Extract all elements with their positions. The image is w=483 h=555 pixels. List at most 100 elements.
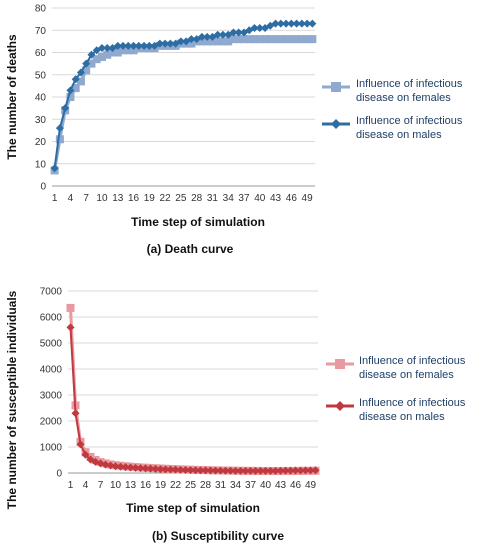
plot-area bbox=[68, 291, 318, 473]
data-point bbox=[101, 460, 110, 469]
data-point bbox=[282, 35, 291, 44]
data-point bbox=[92, 55, 101, 64]
grid-lines bbox=[52, 7, 315, 165]
y-tick-labels: 0 10 20 30 40 50 60 70 80 bbox=[35, 4, 47, 193]
data-point bbox=[66, 303, 75, 312]
data-point bbox=[311, 466, 320, 475]
data-point bbox=[224, 37, 233, 46]
data-point bbox=[251, 466, 260, 475]
y-tick-label: 30 bbox=[35, 115, 47, 126]
data-point bbox=[146, 464, 155, 473]
death-chart: 0 10 20 30 40 50 60 70 80 1 4 7 10 13 16 19 22 25 28 31 34 3… bbox=[5, 4, 463, 257]
y-tick-label: 2000 bbox=[40, 417, 63, 428]
x-tick-label: 46 bbox=[286, 193, 298, 204]
data-point bbox=[131, 463, 140, 472]
data-point bbox=[250, 24, 259, 33]
data-point bbox=[218, 30, 227, 39]
x-tick-label: 40 bbox=[260, 480, 272, 491]
data-point bbox=[103, 50, 112, 59]
data-point bbox=[187, 35, 196, 44]
x-tick-label: 22 bbox=[170, 480, 182, 491]
data-point bbox=[286, 466, 295, 475]
data-point bbox=[245, 35, 254, 44]
data-point bbox=[297, 19, 306, 28]
x-tick-label: 34 bbox=[230, 480, 242, 491]
data-point bbox=[55, 124, 64, 133]
x-tick-label: 22 bbox=[160, 193, 172, 204]
y-tick-label: 1000 bbox=[40, 443, 63, 454]
data-point bbox=[211, 466, 220, 475]
data-point bbox=[136, 464, 145, 473]
y-tick-label: 4000 bbox=[40, 365, 63, 376]
x-tick-label: 7 bbox=[83, 193, 89, 204]
data-point bbox=[134, 41, 143, 50]
data-point bbox=[119, 46, 128, 55]
data-point bbox=[71, 84, 80, 93]
data-point bbox=[66, 86, 75, 95]
data-point bbox=[71, 409, 80, 418]
data-point bbox=[241, 466, 250, 475]
x-tick-label: 37 bbox=[245, 480, 257, 491]
y-tick-label: 80 bbox=[35, 4, 47, 15]
data-point bbox=[229, 28, 238, 37]
x-tick-label: 34 bbox=[223, 193, 235, 204]
data-point bbox=[108, 48, 117, 57]
data-point bbox=[171, 465, 180, 474]
legend-marker-diamond bbox=[335, 401, 345, 411]
data-point bbox=[140, 41, 149, 50]
legend-marker-diamond bbox=[331, 119, 341, 129]
x-tick-label: 49 bbox=[305, 480, 317, 491]
x-tick-label: 1 bbox=[68, 480, 74, 491]
data-point bbox=[287, 35, 296, 44]
y-tick-label: 60 bbox=[35, 48, 47, 59]
data-point bbox=[61, 104, 70, 113]
legend: Influence of infectious disease on female… bbox=[322, 78, 463, 141]
data-point bbox=[266, 466, 275, 475]
data-point bbox=[276, 466, 285, 475]
x-tick-label: 25 bbox=[175, 193, 187, 204]
data-point bbox=[119, 41, 128, 50]
data-point bbox=[161, 465, 170, 474]
chart-caption: (b) Susceptibility curve bbox=[152, 529, 284, 543]
legend-item-males: Influence of infectious disease on males bbox=[322, 115, 463, 141]
y-tick-label: 50 bbox=[35, 70, 47, 81]
x-tick-label: 10 bbox=[96, 193, 108, 204]
legend-marker-square bbox=[335, 359, 345, 369]
data-point bbox=[231, 466, 240, 475]
data-point bbox=[213, 37, 222, 46]
series-group bbox=[50, 19, 317, 175]
x-axis-title: Time step of simulation bbox=[126, 501, 260, 515]
data-point bbox=[161, 39, 170, 48]
data-point bbox=[296, 466, 305, 475]
data-point bbox=[203, 32, 212, 41]
data-point bbox=[197, 37, 206, 46]
data-point bbox=[196, 466, 205, 475]
data-point bbox=[266, 35, 275, 44]
x-tick-label: 13 bbox=[125, 480, 137, 491]
data-point bbox=[256, 466, 265, 475]
data-point bbox=[176, 465, 185, 474]
data-point bbox=[187, 39, 196, 48]
legend-item-males: Influence of infectious disease on males bbox=[326, 397, 466, 423]
legend-label-males: Influence of infectious disease on males bbox=[359, 397, 466, 423]
data-point bbox=[226, 466, 235, 475]
data-point bbox=[121, 463, 130, 472]
x-tick-label: 13 bbox=[112, 193, 124, 204]
x-tick-label: 4 bbox=[83, 480, 89, 491]
data-point bbox=[203, 37, 212, 46]
grid-lines bbox=[68, 290, 318, 448]
data-point bbox=[236, 466, 245, 475]
x-tick-label: 49 bbox=[302, 193, 314, 204]
y-axis-title: The number of susceptible individuals bbox=[5, 290, 19, 509]
data-point bbox=[113, 41, 122, 50]
legend: Influence of infectious disease on female… bbox=[326, 355, 466, 423]
x-tick-label: 28 bbox=[200, 480, 212, 491]
x-tick-label: 16 bbox=[128, 193, 140, 204]
x-tick-labels: 1 4 7 10 13 16 19 22 25 28 31 34 37 40 43 46 49 bbox=[52, 193, 313, 204]
x-axis-title: Time step of simulation bbox=[131, 215, 265, 229]
legend-item-females: Influence of infectious disease on female… bbox=[322, 78, 463, 104]
data-point bbox=[155, 39, 164, 48]
x-tick-label: 43 bbox=[270, 193, 282, 204]
data-point bbox=[229, 35, 238, 44]
data-point bbox=[82, 66, 91, 75]
